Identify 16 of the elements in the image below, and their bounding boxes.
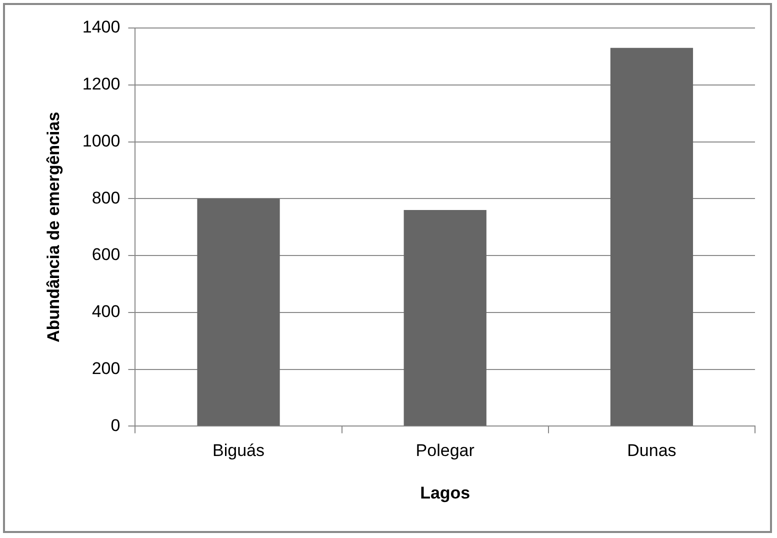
x-axis-title: Lagos [420,483,470,502]
bar [197,198,280,426]
y-tick-label: 600 [92,245,120,264]
y-tick-label: 400 [92,302,120,322]
y-tick-label: 0 [110,416,120,435]
y-tick-label: 1200 [82,74,120,94]
bar [610,48,694,426]
x-tick-label: Polegar [416,441,475,460]
y-tick-label: 1000 [82,131,120,150]
y-tick-label: 800 [92,188,120,208]
y-axis-title: Abundância de emergências [44,112,63,342]
x-tick-label: Biguás [212,441,265,460]
y-tick-label: 200 [92,359,120,378]
x-tick-label: Dunas [627,441,676,460]
bar [404,210,486,426]
y-tick-label: 1400 [82,18,120,37]
